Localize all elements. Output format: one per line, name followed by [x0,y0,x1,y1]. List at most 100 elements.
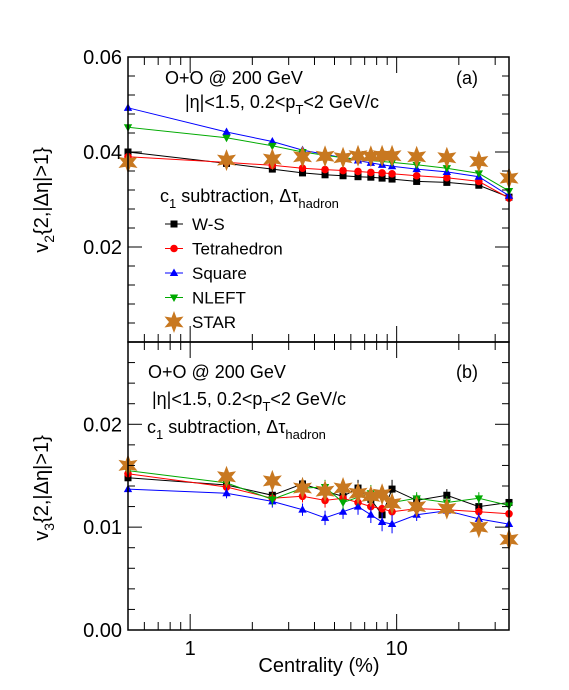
panel-a-method-label: c1 subtraction, Δτhadron [160,186,339,211]
panel-b-label: (b) [456,362,478,382]
panel-a-method-sub2: hadron [298,196,338,211]
panel-a-method-mid: subtraction, Δτ [176,186,298,206]
panel-a-cut-post: <2 GeV/c [303,92,379,112]
legend-item-tetrahedron: Tetrahedron [165,240,283,259]
legend-item-w-s: W-S [165,215,225,234]
data-point-star [361,485,381,508]
data-point-star [217,149,237,172]
data-point-square [353,502,363,510]
legend-marker-square [169,268,179,276]
panel-a-ticks: 0.02 0.04 0.06 [83,47,509,343]
legend-label: NLEFT [192,289,246,308]
legend-label: Square [192,264,247,283]
data-point-tetrahedron [298,164,307,172]
data-point-w-s [475,181,483,189]
data-point-star [382,144,402,167]
panel-b-method-sub2: hadron [285,427,325,442]
data-point-star [407,145,427,168]
data-point-nleft [222,134,231,143]
panel-b-ylabel-main: v [31,531,53,541]
data-point-w-s [443,178,451,186]
data-point-star [315,145,335,168]
data-point-w-s [378,174,386,182]
legend-marker-star [164,311,184,333]
data-point-star [262,148,282,171]
x-tick-label: 1 [185,638,196,660]
data-point-tetrahedron [367,168,375,177]
data-point-square [298,505,307,513]
panel-a-cut-label: |η|<1.5, 0.2<pT<2 GeV/c [185,92,379,117]
data-point-star [333,146,353,169]
y-tick-label: 0.02 [83,237,122,259]
data-point-nleft [474,170,484,178]
panel-a-plot-area [118,103,519,202]
legend-item-nleft: NLEFT [165,289,246,308]
panel-b-ylabel-rest: {2,|Δη|>1} [31,435,53,523]
panel-b-method-label: c1 subtraction, Δτhadron [147,417,326,442]
data-point-star [382,492,402,515]
panel-b: 0.00 0.01 0.02 1 10 O+O @ 200 GeV (b) |η|<1.… [31,341,519,677]
data-point-star [372,483,392,506]
data-point-tetrahedron [475,507,483,516]
panel-a-method-sub: 1 [169,196,176,211]
data-point-w-s [354,173,362,181]
data-point-nleft [268,496,277,504]
panel-b-cut-post: <2 GeV/c [270,389,346,409]
x-axis-title: Centrality (%) [258,655,379,677]
panel-b-method-mid: subtraction, Δτ [163,417,285,437]
panel-a-ylabel-rest: {2,|Δη|>1} [31,147,53,235]
panel-a-system-label: O+O @ 200 GeV [165,68,303,88]
data-point-tetrahedron [378,504,386,513]
panel-b-y-axis-title: v3{2,|Δη|>1} [31,435,57,541]
panel-a-method-pre: c [160,186,169,206]
data-point-star [437,146,457,169]
data-point-tetrahedron [412,171,421,180]
legend-item-square: Square [165,264,247,283]
data-point-w-s [443,491,451,499]
panel-b-ticks: 0.00 0.01 0.02 1 10 [83,341,509,660]
panel-b-cut-sub: T [262,399,270,414]
series-line-square [127,107,510,197]
data-point-star [348,482,368,505]
legend-label: Tetrahedron [192,240,283,259]
data-point-tetrahedron [339,166,347,175]
panel-b-cut-label: |η|<1.5, 0.2<pT<2 GeV/c [152,389,346,414]
legend: W-S Tetrahedron Square NLEFT STAR [164,215,283,333]
data-point-w-s [339,172,347,180]
panel-b-method-sub: 1 [156,427,163,442]
y-tick-label: 0.02 [83,414,122,436]
data-point-w-s [321,171,329,179]
y-tick-label: 0.00 [83,620,122,642]
legend-marker-tetrahedron [170,244,178,253]
legend-label: STAR [192,313,236,332]
data-point-star [333,477,353,500]
data-point-tetrahedron [443,173,451,182]
data-point-star [292,145,313,168]
data-point-tetrahedron [321,165,329,174]
data-point-square [222,488,231,497]
panel-a-cut-sub: T [295,102,303,117]
data-point-star [437,497,457,520]
data-point-square [320,513,330,521]
data-point-w-s [388,485,396,493]
data-point-tetrahedron [378,169,386,177]
data-point-square [387,519,397,528]
data-point-w-s [413,177,421,185]
panel-a-y-axis-title: v2{2,|Δη|>1} [31,147,57,253]
y-tick-label: 0.06 [83,47,122,69]
panel-a: 0.02 0.04 0.06 O+O @ 200 GeV (a) |η|<1.5, … [31,47,519,343]
panel-a-cut-pre: |η|<1.5, 0.2<p [185,92,295,112]
data-point-star [348,144,368,167]
panel-b-cut-pre: |η|<1.5, 0.2<p [152,389,262,409]
legend-marker-w-s [170,220,178,228]
data-point-star [372,144,392,167]
panel-a-label: (a) [456,68,478,88]
panel-a-ylabel-sub: 2 [41,235,57,243]
y-tick-label: 0.04 [83,142,122,164]
legend-item-star: STAR [164,311,236,333]
data-point-star [292,477,313,500]
data-point-w-s [367,173,375,181]
data-point-nleft [474,495,484,503]
x-tick-label: 10 [386,638,408,660]
